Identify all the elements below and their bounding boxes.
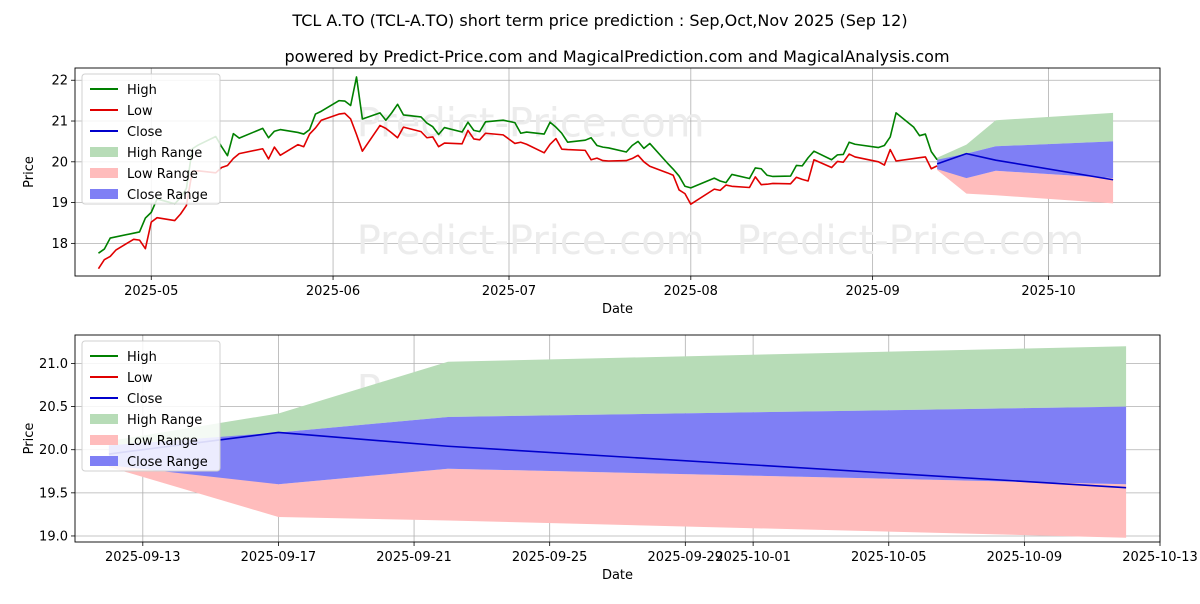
- legend-label-high: High: [127, 83, 157, 98]
- x-tick-label: 2025-08: [664, 284, 718, 299]
- high-range-area: [108, 346, 1127, 455]
- y-tick-label: 19.5: [39, 486, 68, 501]
- legend-label-close-range: Close Range: [127, 188, 208, 203]
- legend-swatch-low-range: [90, 168, 118, 178]
- x-tick-label: 2025-10: [1021, 284, 1075, 299]
- bottom-chart-panel: Predict-Price.comPredict-Price.comPredic…: [22, 334, 1198, 583]
- low-line: [97, 112, 938, 270]
- legend-label-close-range: Close Range: [127, 455, 208, 470]
- y-tick-label: 22: [51, 74, 68, 89]
- x-tick-label: 2025-06: [306, 284, 360, 299]
- legend-label-close: Close: [127, 392, 162, 407]
- watermark-text: Predict-Price.com: [357, 218, 705, 264]
- close-line: [936, 152, 1114, 181]
- high-range-area: [937, 112, 1114, 164]
- legend-label-low: Low: [127, 371, 153, 386]
- legend-label-close: Close: [127, 125, 162, 140]
- x-tick-label: 2025-07: [482, 284, 536, 299]
- x-tick-label: 2025-09-13: [105, 550, 181, 565]
- legend-label-high: High: [127, 350, 157, 365]
- legend-label-low-range: Low Range: [127, 434, 198, 449]
- low-range-area: [937, 165, 1114, 204]
- y-tick-label: 20: [51, 155, 68, 170]
- axes-frame: [74, 67, 1161, 277]
- axes-frame: [74, 334, 1161, 543]
- legend-swatch-close-range: [90, 456, 118, 466]
- top-chart-panel: Predict-Price.com Predict-Price.com Predic…: [22, 67, 1161, 317]
- legend-swatch-low-range: [90, 435, 118, 445]
- x-tick-label: 2025-09-21: [376, 550, 452, 565]
- y-tick-label: 21.0: [39, 357, 68, 372]
- legend: High Low Close High Range Low Range Close Ran…: [81, 73, 221, 205]
- close-range-area: [108, 406, 1127, 485]
- x-axis-label: Date: [602, 568, 633, 583]
- chart-title: TCL A.TO (TCL-A.TO) short term price pre…: [291, 11, 907, 30]
- legend-swatch-high-range: [90, 147, 118, 157]
- chart-subtitle: powered by Predict-Price.com and Magical…: [284, 47, 949, 66]
- y-tick-label: 18: [51, 237, 68, 252]
- high-line: [98, 76, 938, 254]
- y-tick-label: 19.0: [39, 529, 68, 544]
- x-tick-label: 2025-09: [845, 284, 899, 299]
- x-tick-label: 2025-10-13: [1122, 550, 1198, 565]
- y-tick-label: 20.0: [39, 443, 68, 458]
- legend: High Low Close High Range Low Range Close Ran…: [81, 340, 221, 472]
- x-tick-label: 2025-09-25: [512, 550, 588, 565]
- legend-label-high-range: High Range: [127, 413, 202, 428]
- legend-label-low-range: Low Range: [127, 167, 198, 182]
- x-tick-label: 2025-09-17: [241, 550, 317, 565]
- watermark-text: Predict-Price.com: [357, 101, 705, 147]
- legend-swatch-high-range: [90, 414, 118, 424]
- legend-swatch-close-range: [90, 189, 118, 199]
- x-tick-label: 2025-05: [124, 284, 178, 299]
- y-axis-label: Price: [22, 423, 37, 455]
- legend-label-high-range: High Range: [127, 146, 202, 161]
- y-tick-label: 20.5: [39, 400, 68, 415]
- x-tick-label: 2025-10-05: [851, 550, 927, 565]
- watermark-text: Predict-Price.com: [736, 218, 1084, 264]
- y-axis-label: Price: [22, 156, 37, 188]
- y-tick-label: 19: [51, 196, 68, 211]
- legend-label-low: Low: [127, 104, 153, 119]
- x-tick-label: 2025-10-09: [987, 550, 1063, 565]
- close-range-area: [937, 141, 1114, 179]
- x-axis-label: Date: [602, 302, 633, 317]
- x-tick-label: 2025-09-29: [648, 550, 724, 565]
- low-range-area: [108, 458, 1127, 538]
- y-tick-label: 21: [51, 115, 68, 130]
- x-tick-label: 2025-10-01: [715, 550, 791, 565]
